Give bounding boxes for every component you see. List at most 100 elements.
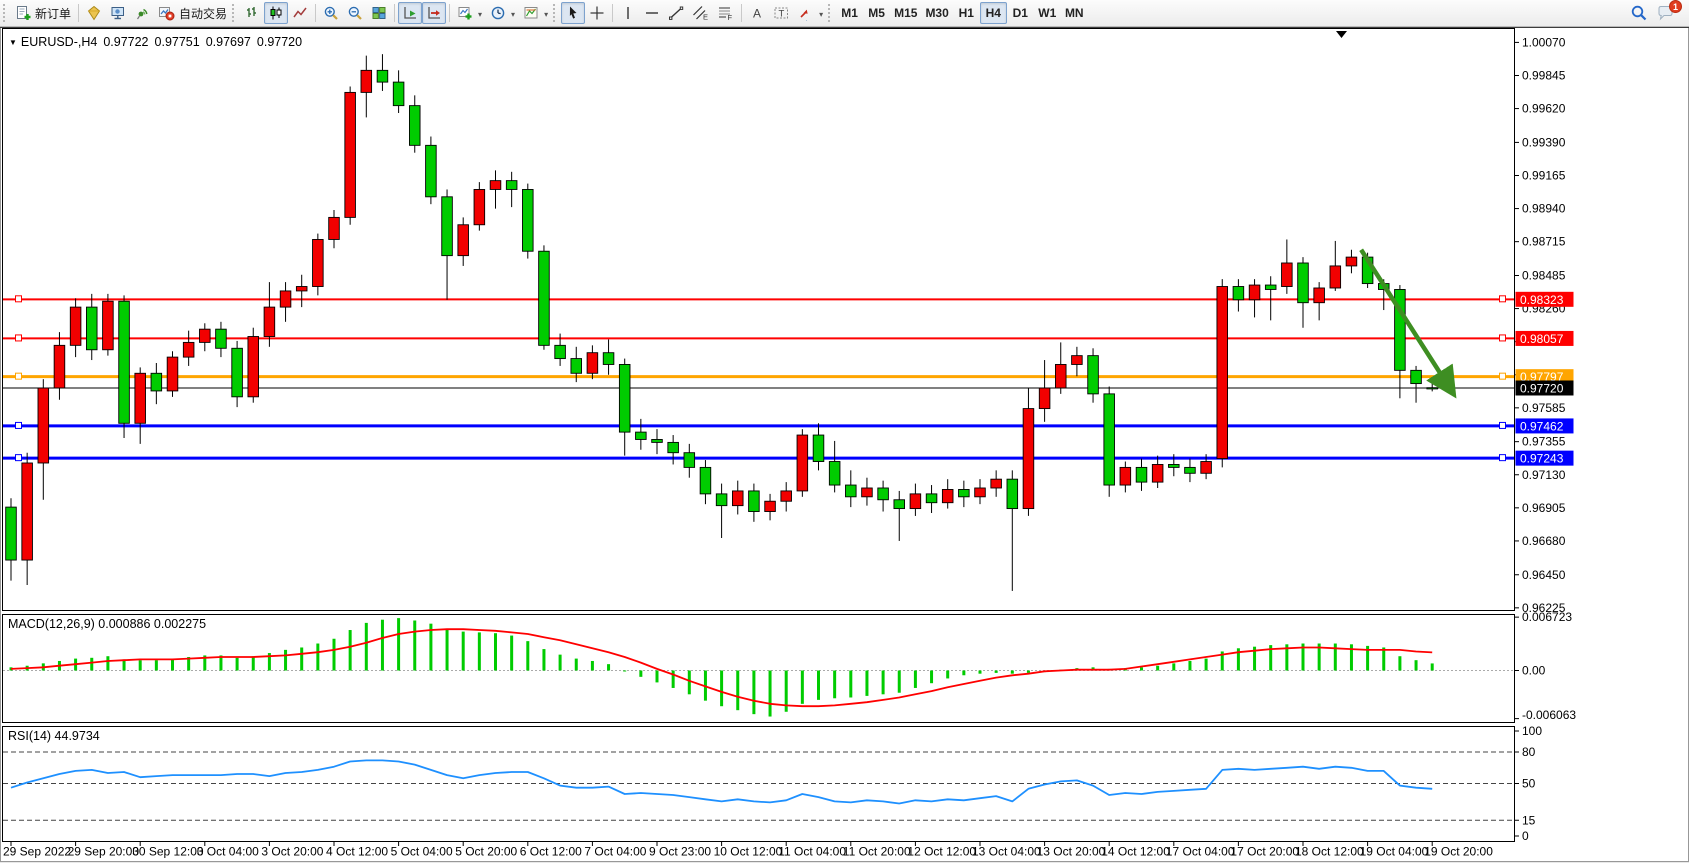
- candlestick-chart-button[interactable]: [264, 2, 289, 24]
- candle-body: [522, 189, 534, 252]
- arrows-shapes-button[interactable]: [794, 2, 827, 24]
- metaeditor-button[interactable]: [82, 2, 106, 24]
- crosshair-button[interactable]: [585, 2, 609, 24]
- horizontal-line-button[interactable]: [640, 2, 664, 24]
- candle-body: [618, 364, 631, 433]
- macd-histogram-bar: [1188, 660, 1192, 671]
- notifications-button[interactable]: [1652, 2, 1679, 24]
- macd-tick-label: 0.00: [1522, 664, 1546, 678]
- indicators-button[interactable]: [453, 2, 486, 24]
- rsi-tick-label: 80: [1522, 745, 1536, 759]
- templates-button[interactable]: [519, 2, 552, 24]
- candle-body: [295, 286, 308, 292]
- channel-icon: E: [693, 6, 708, 21]
- line-chart-button[interactable]: [288, 2, 312, 24]
- macd-histogram-bar: [494, 633, 497, 671]
- candle-body: [554, 344, 566, 360]
- macd-histogram-bar: [1156, 665, 1160, 671]
- macd-histogram-bar: [413, 620, 417, 671]
- line-anchor-handle[interactable]: [1499, 372, 1506, 380]
- candle-body: [715, 493, 728, 507]
- candle-body: [1232, 286, 1245, 301]
- candle-body: [376, 69, 389, 83]
- timeframe-w1-button[interactable]: W1: [1034, 2, 1061, 24]
- macd-histogram-bar: [267, 653, 271, 671]
- timeframe-m1-button[interactable]: M1: [836, 2, 863, 24]
- macd-histogram-bar: [397, 618, 401, 671]
- line-anchor-handle[interactable]: [15, 421, 22, 429]
- chart-window: [0, 27, 1689, 862]
- line-anchor-handle[interactable]: [15, 334, 22, 342]
- timeframe-h4-button[interactable]: H4: [979, 2, 1007, 24]
- candle-body: [909, 493, 922, 510]
- candle-body: [102, 300, 114, 351]
- candle-body: [1022, 408, 1035, 510]
- notification-badge[interactable]: 1: [1669, 0, 1682, 13]
- macd-histogram-bar: [1010, 670, 1014, 674]
- macd-histogram-bar: [90, 657, 94, 671]
- candle-body: [263, 306, 276, 337]
- signals-button[interactable]: [130, 2, 154, 24]
- timeframe-m30-button[interactable]: M30: [921, 2, 952, 24]
- auto-scroll-button[interactable]: [398, 2, 423, 24]
- toolbar-separator: [612, 4, 614, 22]
- macd-histogram-bar: [219, 655, 223, 671]
- autotrading-button[interactable]: 自动交易: [154, 2, 231, 24]
- text-button[interactable]: A: [745, 2, 769, 24]
- macd-histogram-bar: [1333, 643, 1337, 671]
- time-tick-label: 12 Oct 12:00: [907, 845, 976, 859]
- macd-histogram-bar: [1140, 667, 1143, 671]
- price-tick-label: 0.98715: [1522, 235, 1566, 249]
- search-button[interactable]: [1626, 2, 1652, 24]
- search-icon: [1631, 5, 1647, 21]
- text-label-button[interactable]: T: [769, 2, 794, 24]
- vps-button[interactable]: [106, 2, 130, 24]
- timeframe-d1-button[interactable]: D1: [1007, 2, 1034, 24]
- candle-body: [5, 506, 17, 561]
- fibonacci-button[interactable]: F: [713, 2, 738, 24]
- line-anchor-handle[interactable]: [15, 295, 22, 303]
- time-tick-label: 17 Oct 04:00: [1166, 845, 1235, 859]
- zoom-in-button[interactable]: [319, 2, 343, 24]
- line-anchor-handle[interactable]: [1499, 421, 1506, 429]
- bar-chart-button[interactable]: [240, 2, 264, 24]
- timeframe-m5-button[interactable]: M5: [863, 2, 890, 24]
- candle-body: [1216, 286, 1228, 460]
- line-anchor-handle[interactable]: [1499, 454, 1506, 462]
- zoom-out-button[interactable]: [343, 2, 367, 24]
- periods-button[interactable]: [486, 2, 519, 24]
- chart-shift-button[interactable]: [422, 2, 447, 24]
- macd-histogram-bar: [154, 660, 158, 671]
- trend-arrow-line[interactable]: [1359, 248, 1457, 399]
- candle-body: [1281, 262, 1293, 287]
- timeframe-mn-button[interactable]: MN: [1061, 2, 1088, 24]
- chat-bubble-icon: [1658, 6, 1673, 21]
- toolbar-grip: [553, 4, 558, 22]
- candle-body: [85, 306, 98, 351]
- macd-histogram-bar: [1172, 663, 1176, 671]
- tile-windows-button[interactable]: [367, 2, 391, 24]
- candle-body: [182, 341, 195, 358]
- line-anchor-handle[interactable]: [15, 454, 22, 462]
- new-order-button[interactable]: 新订单: [11, 2, 75, 24]
- line-anchor-handle[interactable]: [1499, 295, 1506, 303]
- trend-arrow[interactable]: [1359, 248, 1457, 399]
- timeframe-h1-button[interactable]: H1: [953, 2, 980, 24]
- candle-body: [602, 352, 615, 365]
- price-label-text: 0.97462: [1520, 419, 1564, 433]
- candle-body: [69, 306, 82, 346]
- candle-body: [748, 490, 760, 512]
- chart-shift-marker[interactable]: [1336, 31, 1347, 38]
- candle-body: [1054, 364, 1067, 389]
- vertical-line-button[interactable]: [616, 2, 640, 24]
- cursor-button[interactable]: [561, 2, 586, 24]
- equidistant-channel-button[interactable]: E: [688, 2, 713, 24]
- line-anchor-handle[interactable]: [15, 372, 22, 380]
- line-anchor-handle[interactable]: [1499, 334, 1506, 342]
- time-tick-label: 7 Oct 04:00: [584, 845, 646, 859]
- timeframe-m15-button[interactable]: M15: [890, 2, 921, 24]
- trendline-button[interactable]: [664, 2, 688, 24]
- macd-histogram-bar: [897, 670, 901, 693]
